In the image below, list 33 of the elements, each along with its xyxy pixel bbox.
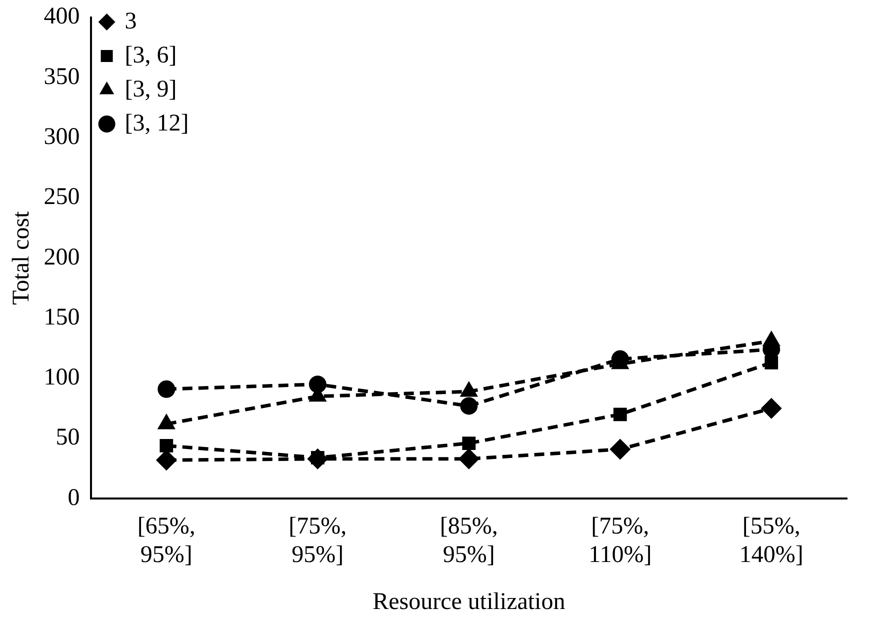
legend-label: 3 xyxy=(124,8,137,34)
point xyxy=(764,356,778,370)
y-tick-label: 150 xyxy=(44,304,80,330)
point xyxy=(613,408,627,422)
point xyxy=(762,398,782,418)
point xyxy=(158,380,176,398)
point xyxy=(461,382,477,397)
x-axis-title: Resource utilization xyxy=(372,588,566,615)
y-axis-title: Total cost xyxy=(8,210,35,305)
legend-label: [3, 6] xyxy=(124,42,177,68)
point xyxy=(460,397,478,415)
point xyxy=(160,438,174,452)
x-tick-label: [75%, 110%] xyxy=(588,513,652,568)
point xyxy=(459,449,479,469)
point xyxy=(764,332,780,346)
y-tick-label: 200 xyxy=(44,244,80,270)
y-tick-label: 350 xyxy=(44,64,80,90)
legend-label: [3, 12] xyxy=(124,110,189,136)
y-tick-label: 100 xyxy=(44,364,80,391)
x-tick-label: [65%, 95%] xyxy=(137,513,196,568)
x-tick-label: [85%, 95%] xyxy=(440,513,498,568)
point xyxy=(610,440,630,460)
y-tick-label: 50 xyxy=(56,424,80,451)
legend-label: [3, 9] xyxy=(124,76,177,102)
y-tick-label: 0 xyxy=(68,484,80,511)
point xyxy=(462,436,476,450)
y-tick-label: 250 xyxy=(44,184,80,210)
x-tick-label: [75%, 95%] xyxy=(288,513,347,568)
x-tick-label: [55%, 140%] xyxy=(739,513,804,568)
y-tick-label: 300 xyxy=(44,124,80,150)
point xyxy=(308,449,328,469)
y-tick-label: 400 xyxy=(44,4,80,30)
point xyxy=(156,450,176,470)
